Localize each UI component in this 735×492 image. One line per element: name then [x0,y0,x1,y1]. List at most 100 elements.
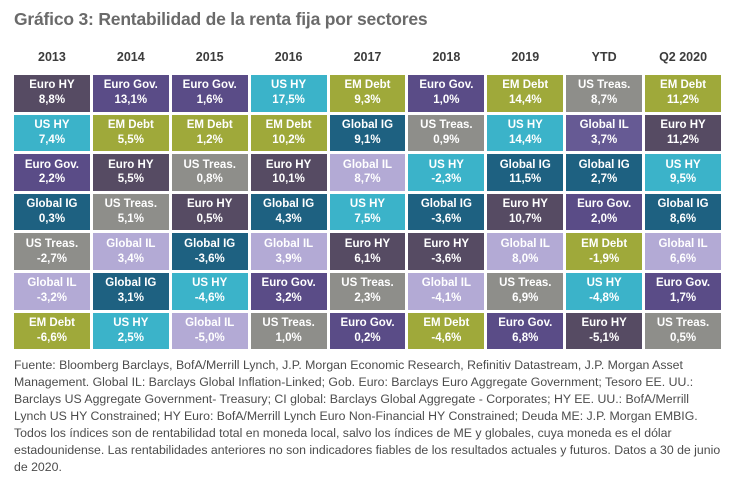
return-cell: Global IL 8,7% [329,154,406,191]
cell-return-value: 9,3% [354,94,381,107]
cell-return-value: -6,6% [36,331,67,344]
return-cell: Euro HY 0,5% [171,193,248,231]
cell-asset-label: Euro Gov. [24,158,79,171]
cell-return-value: 4,3% [275,213,302,226]
cell-return-value: 13,1% [114,94,148,107]
return-cell: Euro HY 11,2% [645,114,721,152]
cell-return-value: -2,3% [431,173,462,186]
cell-asset-label: Euro Gov. [655,277,711,290]
return-cell: Global IG 8,6% [645,193,721,231]
cell-return-value: 1,0% [275,331,302,344]
return-cell: US HY 2,5% [92,312,169,350]
cell-asset-label: US Treas. [183,158,236,171]
column-header-2015: 2015 [195,50,224,64]
return-cell: Global IG 9,1% [329,114,406,152]
column-header-2018: 2018 [432,50,461,64]
cell-return-value: 11,5% [509,173,542,186]
column-header-row: 2013 2014 2015 2016 2017 2018 2019 YTD Q2 2020 [14,50,721,64]
cell-return-value: 0,5% [669,331,697,344]
cell-return-value: -5,1% [589,331,620,344]
cell-return-value: 0,3% [38,213,66,226]
cell-return-value: 5,5% [117,173,144,186]
return-cell: Global IG 2,7% [566,154,643,191]
cell-return-value: 6,9% [512,292,539,305]
cell-return-value: -5,0% [194,331,225,344]
return-cell: US Treas. 8,7% [566,75,643,112]
cell-asset-label: Global IG [499,158,551,171]
return-cell: US HY 7,5% [329,193,406,231]
returns-quilt-grid: Euro HY 8,8% Euro Gov. 13,1% Euro Gov. 1,6% US… [14,75,721,350]
return-cell: Global IG 4,3% [250,193,327,231]
cell-return-value: 0,9% [433,133,460,146]
cell-asset-label: Global IL [579,118,629,131]
cell-asset-label: Euro HY [581,316,627,329]
cell-return-value: 14,4% [508,94,542,107]
cell-asset-label: US Treas. [104,198,158,211]
cell-return-value: -2,7% [36,252,67,265]
column-header-2013: 2013 [38,50,66,64]
return-cell: US Treas. 1,0% [250,312,327,350]
return-cell: US HY 17,5% [250,75,327,112]
return-cell: Global IG 3,1% [92,272,169,310]
returns-quilt-figure: Gráfico 3: Rentabilidad de la renta fija… [0,9,735,492]
cell-asset-label: US Treas. [577,79,631,92]
cell-return-value: -1,9% [589,252,620,265]
cell-return-value: 0,5% [196,213,223,226]
return-cell: Global IL 8,0% [487,233,564,270]
return-cell: EM Debt 11,2% [645,75,721,112]
cell-asset-label: Euro Gov. [419,79,474,92]
return-cell: EM Debt -1,9% [566,233,643,270]
cell-asset-label: Global IL [342,158,393,171]
column-header-2014: 2014 [116,50,145,64]
return-cell: US Treas. 0,5% [645,312,721,350]
cell-asset-label: Global IG [184,237,236,250]
cell-asset-label: Global IG [263,198,315,211]
cell-asset-label: Global IG [420,198,472,211]
cell-return-value: 11,2% [667,133,700,146]
return-cell: Euro HY 10,7% [487,193,564,231]
cell-return-value: 2,5% [117,331,144,344]
cell-asset-label: US HY [428,158,464,171]
cell-return-value: 1,7% [669,292,697,305]
return-cell: US Treas. 0,8% [171,154,248,191]
cell-return-value: 8,8% [38,94,66,107]
cell-asset-label: Euro HY [29,79,75,92]
return-cell: EM Debt 10,2% [250,114,327,152]
cell-return-value: 6,6% [669,252,697,265]
return-cell: Euro HY 5,5% [92,154,169,191]
cell-asset-label: Euro Gov. [498,316,553,329]
cell-asset-label: EM Debt [107,118,154,131]
return-cell: EM Debt -6,6% [14,312,90,350]
return-cell: Euro Gov. 2,0% [566,193,643,231]
return-cell: Euro HY 6,1% [329,233,406,270]
return-cell: Euro Gov. 13,1% [92,75,169,112]
return-cell: Global IL -4,1% [408,272,485,310]
cell-asset-label: Global IG [578,158,630,171]
column-header-2017: 2017 [353,50,382,64]
cell-return-value: 3,2% [275,292,302,305]
cell-return-value: -4,1% [431,292,462,305]
cell-asset-label: Euro HY [108,158,154,171]
cell-return-value: 6,1% [354,252,381,265]
cell-return-value: 6,8% [512,331,539,344]
cell-return-value: 9,5% [669,173,697,186]
return-cell: Euro Gov. 1,0% [408,75,485,112]
return-cell: Global IL -5,0% [171,312,248,350]
cell-return-value: 10,2% [272,133,305,146]
column-header-2016: 2016 [274,50,303,64]
cell-asset-label: Euro HY [423,237,470,250]
cell-asset-label: Euro HY [344,237,391,250]
cell-asset-label: Euro HY [660,118,706,131]
cell-return-value: 10,7% [508,213,542,226]
cell-asset-label: EM Debt [28,316,75,329]
return-cell: Euro HY 10,1% [250,154,327,191]
cell-asset-label: US HY [192,277,228,290]
return-cell: Euro Gov. 2,2% [14,154,90,191]
cell-asset-label: US HY [665,158,701,171]
cell-return-value: -4,8% [589,292,620,305]
cell-asset-label: US HY [586,277,622,290]
return-cell: US Treas. 2,3% [329,272,406,310]
cell-return-value: 2,2% [38,173,66,186]
column-header-ytd: YTD [591,50,617,64]
cell-asset-label: EM Debt [423,316,470,329]
